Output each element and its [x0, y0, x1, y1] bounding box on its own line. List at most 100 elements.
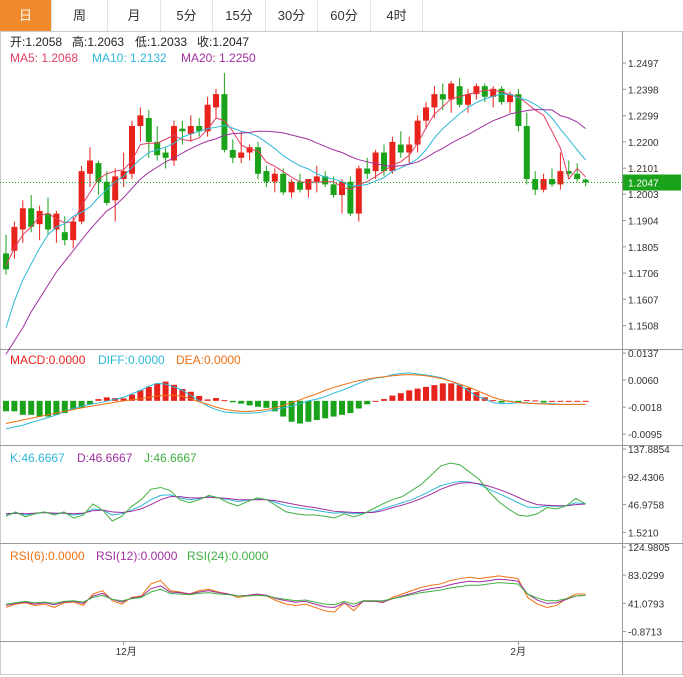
candle-body [465, 94, 471, 105]
macd-bar [280, 400, 287, 417]
y-tick-label: 124.9805 [628, 543, 670, 554]
macd-bar [456, 385, 463, 401]
candle-body [515, 94, 522, 126]
candle-body [53, 213, 60, 230]
macd-bar [355, 400, 362, 409]
macd-bar [313, 400, 320, 421]
tab-60min[interactable]: 60分 [318, 0, 371, 31]
macd-bar [61, 400, 68, 414]
rsi6-line [5, 575, 586, 613]
y-tick-label: 1.2299 [628, 112, 659, 123]
period-tabs: 日 周 月 5分 15分 30分 60分 4时 [0, 0, 683, 32]
y-tick-label: 1.1904 [628, 216, 659, 227]
tab-monthly[interactable]: 月 [108, 0, 161, 31]
tab-30min[interactable]: 30分 [266, 0, 318, 31]
macd-bar [330, 400, 337, 417]
macd-bar [339, 400, 345, 415]
macd-bar [431, 385, 438, 401]
candle-body [381, 152, 387, 172]
candle-body [330, 184, 337, 195]
candle-body [582, 179, 589, 183]
y-tick-label: 1.2003 [628, 190, 659, 201]
y-tick-label: 0.0137 [628, 349, 659, 360]
candle-body [339, 181, 345, 195]
macd-bar [204, 399, 211, 401]
tab-15min[interactable]: 15分 [213, 0, 266, 31]
k-label: K:46.6667 [10, 451, 65, 465]
macd-bar [28, 400, 35, 415]
macd-bar [238, 400, 245, 404]
j-label: J:46.6667 [144, 451, 197, 465]
tab-4hour[interactable]: 4时 [371, 0, 423, 31]
close-label: 收:1.2047 [197, 35, 249, 49]
macd-bar [347, 400, 354, 414]
macd-bar [246, 400, 253, 406]
candle-body [70, 221, 77, 241]
candle-body [61, 232, 68, 241]
candle-body [137, 115, 144, 126]
chart-area[interactable]: 1.2497 1.2398 1.2299 1.2200 1.2101 1.2003 1.19… [0, 31, 683, 677]
y-tick-label: 1.2398 [628, 85, 659, 96]
macd-bar [103, 397, 110, 401]
candle-body [103, 181, 110, 203]
candle-body [238, 152, 245, 158]
y-tick-label: 1.2101 [628, 164, 659, 175]
macd-bar [19, 400, 26, 415]
macd-bar [549, 400, 555, 402]
macd-bar [414, 388, 421, 401]
macd-bar [565, 400, 572, 402]
candle-body [565, 171, 572, 174]
dif-label: DIFF:0.0000 [98, 353, 165, 367]
rsi24-label: RSI(24):0.0000 [187, 549, 269, 563]
candle-body [95, 163, 102, 182]
candle-body [456, 86, 463, 105]
macd-bar [372, 400, 379, 402]
candle-body [557, 171, 564, 185]
candle-body [288, 181, 295, 193]
candle-body [523, 125, 530, 180]
y-tick-label: 1.1508 [628, 322, 659, 333]
j-line [5, 462, 586, 522]
candle-body [448, 83, 455, 100]
macd-bar [53, 400, 60, 415]
low-label: 低:1.2033 [135, 35, 187, 49]
tab-weekly[interactable]: 周 [52, 0, 108, 31]
candle-body [372, 152, 379, 172]
candle-body [3, 253, 9, 270]
candle-body [229, 149, 236, 158]
candle-body [431, 94, 438, 108]
dea-label: DEA:0.0000 [176, 353, 241, 367]
y-tick-label: 137.8854 [628, 445, 670, 456]
macd-bar [221, 400, 228, 402]
macd-bar [490, 400, 497, 402]
candle-body [280, 173, 287, 193]
candle-body [271, 173, 278, 182]
macd-bar [137, 390, 144, 401]
macd-bar [196, 395, 203, 401]
x-tick-label: 2月 [510, 646, 526, 658]
candle-body [221, 94, 228, 150]
macd-bar [439, 383, 446, 401]
macd-bar [515, 400, 522, 403]
candle-body [263, 171, 270, 182]
y-tick-label: 1.1607 [628, 295, 659, 306]
candle-body [179, 128, 186, 132]
candle-body [305, 179, 312, 190]
tab-daily[interactable]: 日 [0, 0, 52, 31]
y-tick-label: 46.9758 [628, 501, 665, 512]
candle-body [423, 107, 429, 121]
rsi6-label: RSI(6):0.0000 [10, 549, 85, 563]
macd-label: MACD:0.0000 [10, 353, 86, 367]
y-tick-label: 1.1706 [628, 269, 659, 280]
ma5-line [5, 89, 586, 266]
macd-bar [70, 400, 77, 410]
ma5-label: MA5: 1.2068 [10, 51, 78, 65]
candle-body [481, 86, 488, 97]
macd-bar [389, 395, 396, 401]
macd-bar [120, 398, 127, 401]
ma10-line [5, 93, 586, 328]
candle-body [322, 176, 329, 185]
y-tick-label: -0.8713 [628, 628, 662, 639]
tab-5min[interactable]: 5分 [161, 0, 213, 31]
open-label: 开:1.2058 [10, 35, 62, 49]
